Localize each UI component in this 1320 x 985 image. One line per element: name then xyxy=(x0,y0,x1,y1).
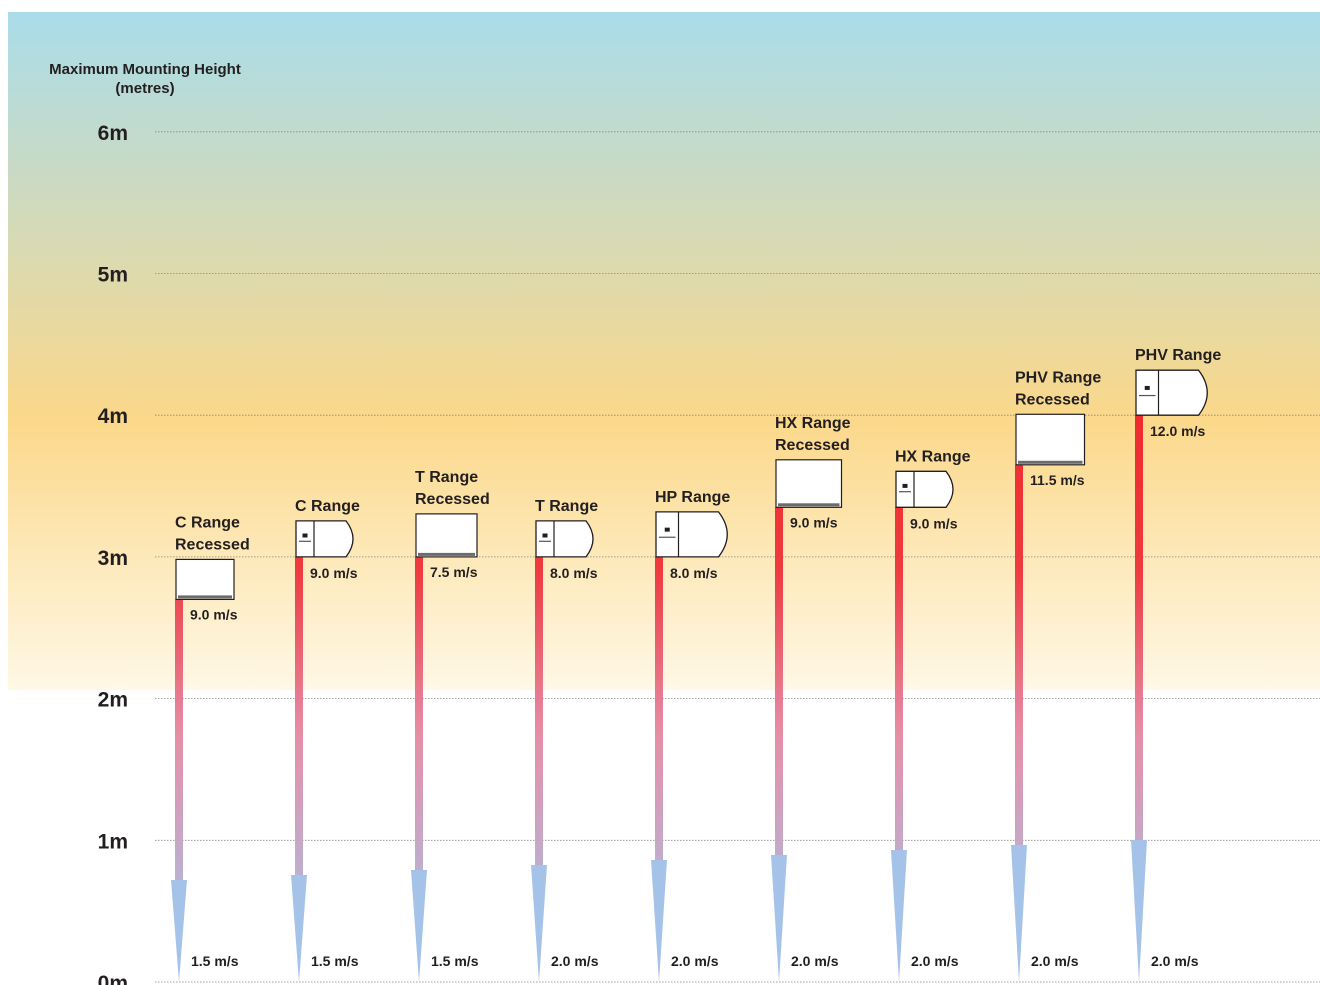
recessed-unit-icon xyxy=(415,513,478,558)
bar-arrowhead xyxy=(1131,840,1147,982)
recessed-unit-icon xyxy=(1015,413,1086,466)
bar-group: 9.0 m/s 1.5 m/s C Range Recessed xyxy=(171,514,250,982)
category-label: Recessed xyxy=(1015,391,1090,408)
floor-velocity-label: 2.0 m/s xyxy=(911,953,959,969)
bar-group: 9.0 m/s 2.0 m/s HX Range Recessed xyxy=(771,415,851,982)
category-label: Recessed xyxy=(415,491,490,508)
y-tick-label: 5m xyxy=(98,264,128,287)
floor-velocity-label: 1.5 m/s xyxy=(311,953,359,969)
grid-lines xyxy=(155,131,1320,983)
surface-unit-icon xyxy=(895,470,954,508)
floor-velocity-label: 2.0 m/s xyxy=(791,953,839,969)
bar xyxy=(1015,464,1023,847)
outlet-velocity-label: 9.0 m/s xyxy=(790,514,838,530)
outlet-velocity-label: 9.0 m/s xyxy=(310,565,358,581)
bar-arrowhead xyxy=(1011,845,1027,982)
floor-velocity-label: 2.0 m/s xyxy=(551,953,599,969)
bar-group: 11.5 m/s 2.0 m/s PHV Range Recessed xyxy=(1011,369,1101,982)
bar-arrowhead xyxy=(891,850,907,982)
bar-arrowhead xyxy=(531,865,547,982)
outlet-velocity-label: 9.0 m/s xyxy=(190,606,238,622)
outlet-velocity-label: 11.5 m/s xyxy=(1030,472,1085,488)
bar-arrowhead xyxy=(651,860,667,982)
outlet-velocity-label: 8.0 m/s xyxy=(550,565,598,581)
bar-group: 7.5 m/s 1.5 m/s T Range Recessed xyxy=(411,469,490,982)
bar-arrowhead xyxy=(171,880,187,982)
y-tick-label: 4m xyxy=(98,405,128,428)
y-axis-ticks: 0m 1m 2m 3m 4m 5m 6m xyxy=(98,122,128,985)
bar-arrowhead xyxy=(291,875,307,982)
bar-group: 12.0 m/s 2.0 m/s PHV Range xyxy=(1131,347,1221,982)
bar-group: 9.0 m/s 2.0 m/s HX Range xyxy=(891,448,971,982)
floor-velocity-label: 2.0 m/s xyxy=(671,953,719,969)
y-tick-label: 6m xyxy=(98,122,128,145)
bar xyxy=(1135,415,1143,842)
outlet-velocity-label: 7.5 m/s xyxy=(430,564,478,580)
category-label: C Range xyxy=(295,498,360,515)
category-label: PHV Range xyxy=(1135,347,1221,364)
y-tick-label: 1m xyxy=(98,830,128,853)
bar xyxy=(415,556,423,872)
floor-velocity-label: 1.5 m/s xyxy=(191,953,239,969)
y-tick-label: 3m xyxy=(98,547,128,570)
outlet-velocity-label: 8.0 m/s xyxy=(670,565,718,581)
category-label: PHV Range xyxy=(1015,369,1101,386)
bar-arrowhead xyxy=(771,855,787,982)
recessed-unit-icon xyxy=(775,459,843,508)
bar xyxy=(655,556,663,862)
category-label: Recessed xyxy=(175,536,250,553)
recessed-unit-icon xyxy=(175,558,235,601)
y-tick-label: 0m xyxy=(98,972,128,985)
outlet-velocity-label: 9.0 m/s xyxy=(910,515,958,531)
surface-unit-icon xyxy=(1135,369,1208,416)
bar-group: 9.0 m/s 1.5 m/s C Range xyxy=(291,498,360,982)
bar-arrowhead xyxy=(411,870,427,982)
category-label: HX Range xyxy=(895,448,971,465)
y-axis-title: Maximum Mounting Height (metres) xyxy=(49,61,241,97)
bar-group: 8.0 m/s 2.0 m/s T Range xyxy=(531,498,599,982)
bar xyxy=(895,507,903,852)
surface-unit-icon xyxy=(655,511,728,558)
floor-velocity-label: 2.0 m/s xyxy=(1151,953,1199,969)
category-label: Recessed xyxy=(775,437,850,454)
category-label: T Range xyxy=(535,498,598,515)
category-label: HP Range xyxy=(655,489,730,506)
y-tick-label: 2m xyxy=(98,689,128,712)
category-label: T Range xyxy=(415,469,478,486)
bar-group: 8.0 m/s 2.0 m/s HP Range xyxy=(651,489,730,982)
surface-unit-icon xyxy=(535,520,594,558)
category-label: HX Range xyxy=(775,415,851,432)
bar xyxy=(535,556,543,867)
outlet-velocity-label: 12.0 m/s xyxy=(1150,423,1205,439)
bar xyxy=(295,556,303,877)
surface-unit-icon xyxy=(295,520,354,558)
category-label: C Range xyxy=(175,514,240,531)
bar xyxy=(775,507,783,857)
floor-velocity-label: 2.0 m/s xyxy=(1031,953,1079,969)
floor-velocity-label: 1.5 m/s xyxy=(431,953,479,969)
bar xyxy=(175,599,183,882)
bars: 9.0 m/s 1.5 m/s C Range Recessed 9.0 m/s 1.5 … xyxy=(171,347,1221,982)
